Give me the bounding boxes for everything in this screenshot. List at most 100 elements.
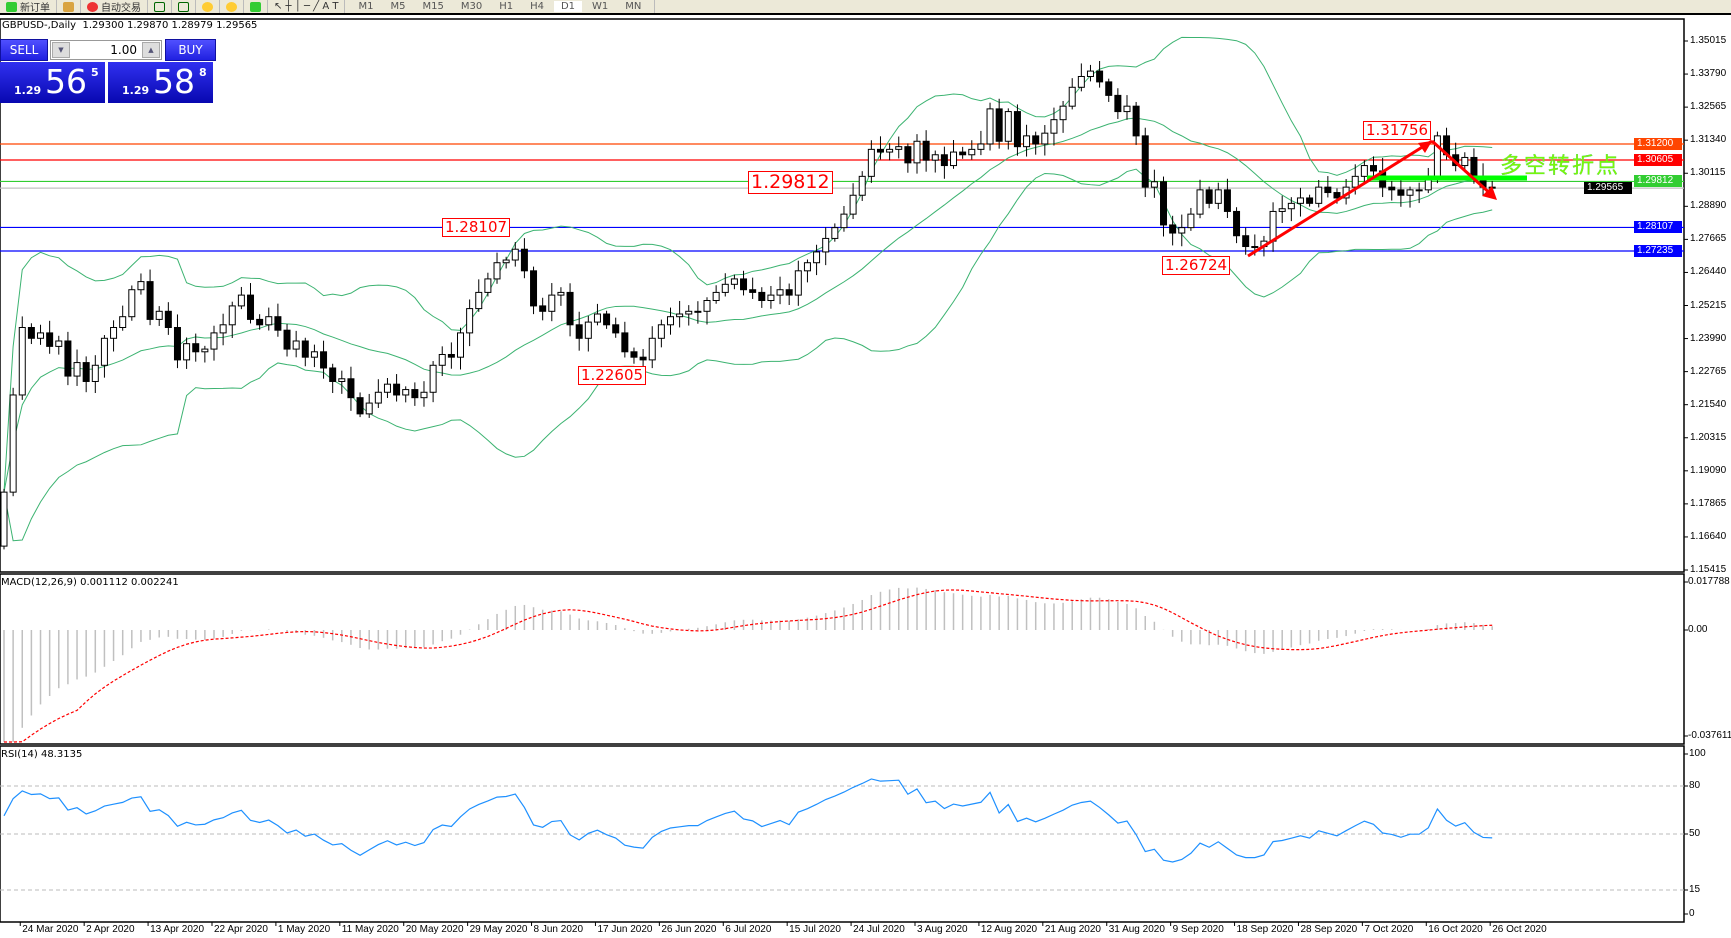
date-tick-label: 28 Sep 2020: [1300, 924, 1358, 935]
bull-candle: [584, 321, 592, 339]
price-tick-label: 1.20315: [1690, 431, 1727, 443]
price-tick-label: 1.19090: [1690, 464, 1727, 476]
price-label-122605[interactable]: 1.22605: [578, 366, 647, 385]
date-tick-label: 1 May 2020: [277, 924, 331, 935]
buy-price-big: 58: [153, 62, 195, 101]
bull-candle: [1150, 181, 1158, 188]
date-tick-label: 20 May 2020: [405, 924, 464, 935]
bull-candle: [1360, 165, 1368, 177]
bull-candle: [1351, 175, 1359, 188]
toolbar-zoom-in-button[interactable]: [196, 0, 220, 13]
timeframe-d1[interactable]: D1: [553, 1, 583, 12]
timeframe-h1[interactable]: H1: [499, 1, 514, 12]
timeframe-h4[interactable]: H4: [530, 1, 544, 12]
bull-candle: [648, 337, 656, 361]
toolbar-history-button[interactable]: [57, 0, 81, 13]
bear-candle: [1333, 192, 1341, 199]
date-tick-label: 15 Jul 2020: [789, 924, 841, 935]
volume-value[interactable]: 1.00: [110, 43, 137, 57]
toolbar-new-order-button[interactable]: 新订单: [0, 0, 57, 14]
bear-candle: [758, 291, 766, 302]
buy-button[interactable]: BUY: [165, 39, 216, 61]
up-arrow-head-icon: [1418, 141, 1432, 153]
zoom-in-icon: [202, 1, 213, 12]
turning-point-text[interactable]: 多空转折点: [1500, 154, 1621, 179]
bull-candle: [91, 364, 99, 382]
timeframe-w1[interactable]: W1: [592, 1, 609, 12]
buy-price-button[interactable]: 1.29 58 8: [108, 62, 213, 103]
rsi-tick-label: 0: [1689, 908, 1695, 919]
bull-candle: [1123, 105, 1131, 113]
new-order-label: 新订单: [20, 3, 50, 14]
bull-candle: [831, 227, 839, 239]
bull-candle: [1077, 75, 1085, 88]
bear-candle: [630, 351, 638, 358]
timeframe-m5[interactable]: M5: [390, 1, 406, 12]
date-tick-label: 7 Oct 2020: [1364, 924, 1414, 935]
buy-price-sup: 8: [199, 66, 207, 79]
date-tick-label: 18 Sep 2020: [1236, 924, 1294, 935]
bull-candle: [137, 281, 145, 291]
sell-button[interactable]: SELL: [0, 39, 48, 61]
price-tick-label: 1.25215: [1690, 299, 1727, 311]
bull-candle: [1214, 189, 1222, 204]
date-tick-label: 11 May 2020: [341, 924, 399, 935]
add-indicator-icon: [250, 1, 261, 12]
price-label-126724[interactable]: 1.26724: [1162, 256, 1231, 275]
date-tick-label: 26 Jun 2020: [661, 924, 717, 935]
date-tick-label: 13 Apr 2020: [150, 924, 205, 935]
timeframe-m1[interactable]: M1: [358, 1, 374, 12]
bear-candle: [612, 324, 620, 334]
price-label-131756[interactable]: 1.31756: [1363, 121, 1432, 140]
zoom-out-icon: [226, 1, 237, 12]
bear-candle: [46, 332, 54, 347]
book-icon: [63, 1, 74, 12]
toolbar-cursor-button[interactable]: ↖ ┼ │ ─ ╱ A T: [268, 0, 346, 13]
price-label-128107[interactable]: 1.28107: [442, 218, 511, 237]
bear-candle: [749, 289, 757, 293]
bear-candle: [785, 289, 793, 296]
toolbar-bar-chart-button[interactable]: [148, 0, 172, 13]
toolbar-auto-trading-button[interactable]: 自动交易: [81, 0, 148, 13]
bull-candle: [1041, 132, 1049, 145]
stop-icon: [87, 1, 98, 12]
bull-candle: [1059, 105, 1067, 121]
date-tick-label: 21 Aug 2020: [1044, 924, 1101, 935]
price-tick-label: 1.23990: [1690, 332, 1727, 344]
bull-candle: [1296, 197, 1304, 204]
timeframe-m30[interactable]: M30: [460, 1, 483, 12]
plus-icon: [6, 1, 17, 12]
bull-candle: [374, 391, 382, 404]
bull-candle: [183, 343, 191, 361]
date-tick-label: 24 Jul 2020: [853, 924, 905, 935]
price-tick-label: 1.26440: [1690, 266, 1727, 278]
bear-candle: [447, 353, 455, 358]
bull-candle: [840, 213, 848, 229]
bear-candle: [27, 326, 35, 339]
hline-axis-label-1.31200: 1.31200: [1634, 137, 1682, 150]
price-tick-label: 1.15415: [1690, 564, 1727, 575]
bear-candle: [520, 248, 528, 272]
timeframe-m15[interactable]: M15: [422, 1, 444, 12]
sell-price-button[interactable]: 1.29 56 5: [0, 62, 105, 103]
bear-candle: [1388, 186, 1396, 191]
volume-field[interactable]: ▼ 1.00 ▲: [50, 40, 162, 60]
bear-candle: [82, 362, 90, 382]
bull-candle: [803, 262, 811, 272]
bull-candle: [776, 289, 784, 296]
bull-candle: [1287, 202, 1295, 210]
toolbar-indicators-button[interactable]: [244, 0, 268, 13]
price-label-129812[interactable]: 1.29812: [748, 171, 833, 194]
bear-candle: [301, 340, 309, 358]
timeframe-mn[interactable]: MN: [625, 1, 642, 12]
bull-candle: [1406, 189, 1414, 196]
volume-increase-icon[interactable]: ▲: [142, 42, 160, 58]
toolbar-candle-chart-button[interactable]: [172, 0, 196, 13]
bear-candle: [922, 140, 930, 161]
bear-candle: [876, 148, 884, 153]
toolbar-zoom-out-button[interactable]: [220, 0, 244, 13]
bull-candle: [128, 289, 136, 318]
bear-candle: [1169, 224, 1177, 234]
volume-decrease-icon[interactable]: ▼: [52, 42, 70, 58]
